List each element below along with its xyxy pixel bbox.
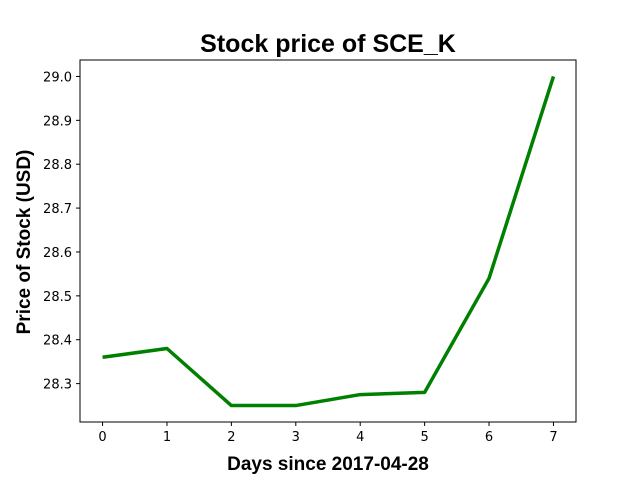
- y-tick-label: 28.3: [43, 378, 72, 393]
- plot-frame: [79, 59, 577, 423]
- series-line: [102, 75, 556, 408]
- y-tick-label: 28.8: [43, 158, 72, 173]
- chart-title: Stock price of SCE_K: [200, 30, 456, 58]
- x-tick-label: 5: [420, 430, 428, 445]
- y-tick-label: 28.4: [43, 334, 72, 349]
- x-tick-label: 2: [227, 430, 235, 445]
- x-tick-label: 6: [485, 430, 493, 445]
- plot-area: [79, 59, 577, 423]
- y-tick-label: 28.7: [43, 202, 72, 217]
- x-tick-label: 1: [163, 430, 171, 445]
- x-axis-label: Days since 2017-04-28: [227, 454, 429, 475]
- y-axis: 28.3 28.4 28.5 28.6 28.7 28.8 28.9 29.0: [43, 70, 80, 393]
- y-axis-label: Price of Stock (USD): [14, 150, 35, 335]
- y-tick-label: 28.9: [43, 114, 72, 129]
- x-tick-label: 3: [292, 430, 300, 445]
- x-tick-label: 7: [549, 430, 557, 445]
- y-tick-label: 28.6: [43, 246, 72, 261]
- y-tick-label: 28.5: [43, 290, 72, 305]
- x-tick-label: 0: [98, 430, 106, 445]
- x-axis: 0 1 2 3 4 5 6 7: [98, 422, 558, 445]
- x-tick-label: 4: [356, 430, 364, 445]
- series-layer: [102, 75, 556, 408]
- y-tick-label: 29.0: [43, 70, 72, 85]
